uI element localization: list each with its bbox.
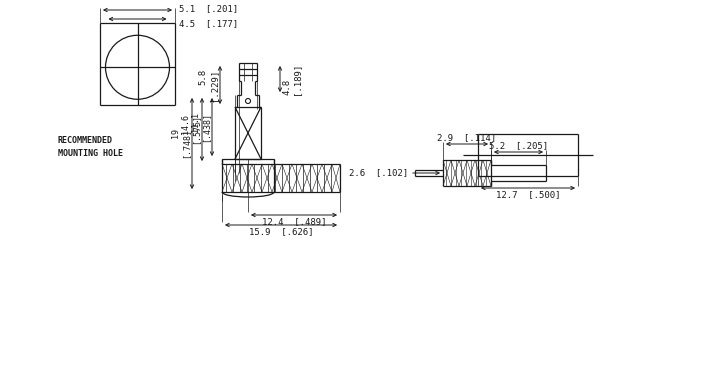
Text: 11.1
[.438]: 11.1 [.438] [191, 112, 210, 142]
Text: 5.8
[.229]: 5.8 [.229] [199, 69, 218, 101]
Text: 5.1  [.201]: 5.1 [.201] [179, 5, 238, 14]
Text: 5.2  [.205]: 5.2 [.205] [489, 141, 548, 150]
Text: 19
[.748]: 19 [.748] [171, 129, 190, 158]
Text: 15.9  [.626]: 15.9 [.626] [248, 227, 313, 236]
Text: 2.6  [.102]: 2.6 [.102] [349, 169, 408, 178]
Text: 2.9  [.114]: 2.9 [.114] [438, 133, 497, 142]
Text: 14.6
[.575]: 14.6 [.575] [181, 115, 200, 145]
Text: 12.7  [.500]: 12.7 [.500] [496, 190, 560, 199]
Text: 4.5  [.177]: 4.5 [.177] [179, 20, 238, 29]
Text: RECOMMENDED
MOUNTING HOLE: RECOMMENDED MOUNTING HOLE [58, 136, 123, 158]
Text: 12.4  [.489]: 12.4 [.489] [262, 217, 326, 226]
Text: 4.8
[.189]: 4.8 [.189] [282, 63, 302, 95]
